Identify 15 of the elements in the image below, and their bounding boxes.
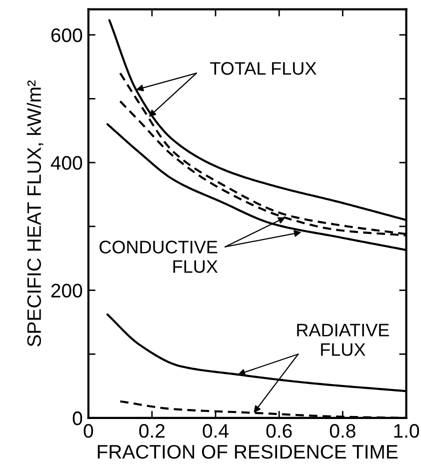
x-tick-label: 1.0 bbox=[394, 424, 420, 438]
x-tick-label: 0.4 bbox=[202, 424, 228, 438]
y-tick-label: 200 bbox=[51, 284, 82, 298]
x-axis-title: FRACTION OF RESIDENCE TIME bbox=[98, 444, 398, 459]
annotation: TOTAL FLUX bbox=[210, 62, 316, 75]
x-tick-label: 0.8 bbox=[330, 424, 356, 438]
y-axis-title: SPECIFIC HEAT FLUX, kW/m² bbox=[26, 80, 44, 346]
annotation: RADIATIVE FLUX bbox=[297, 324, 389, 356]
annotation: CONDUCTIVE FLUX bbox=[100, 240, 218, 273]
y-tick-label: 0 bbox=[72, 411, 82, 426]
y-tick-label: 400 bbox=[50, 156, 82, 170]
y-tick-label: 600 bbox=[51, 28, 82, 42]
x-tick-label: 0.6 bbox=[266, 424, 292, 438]
x-tick-label: 0 bbox=[84, 424, 94, 438]
x-tick-label: 0.2 bbox=[139, 424, 165, 438]
